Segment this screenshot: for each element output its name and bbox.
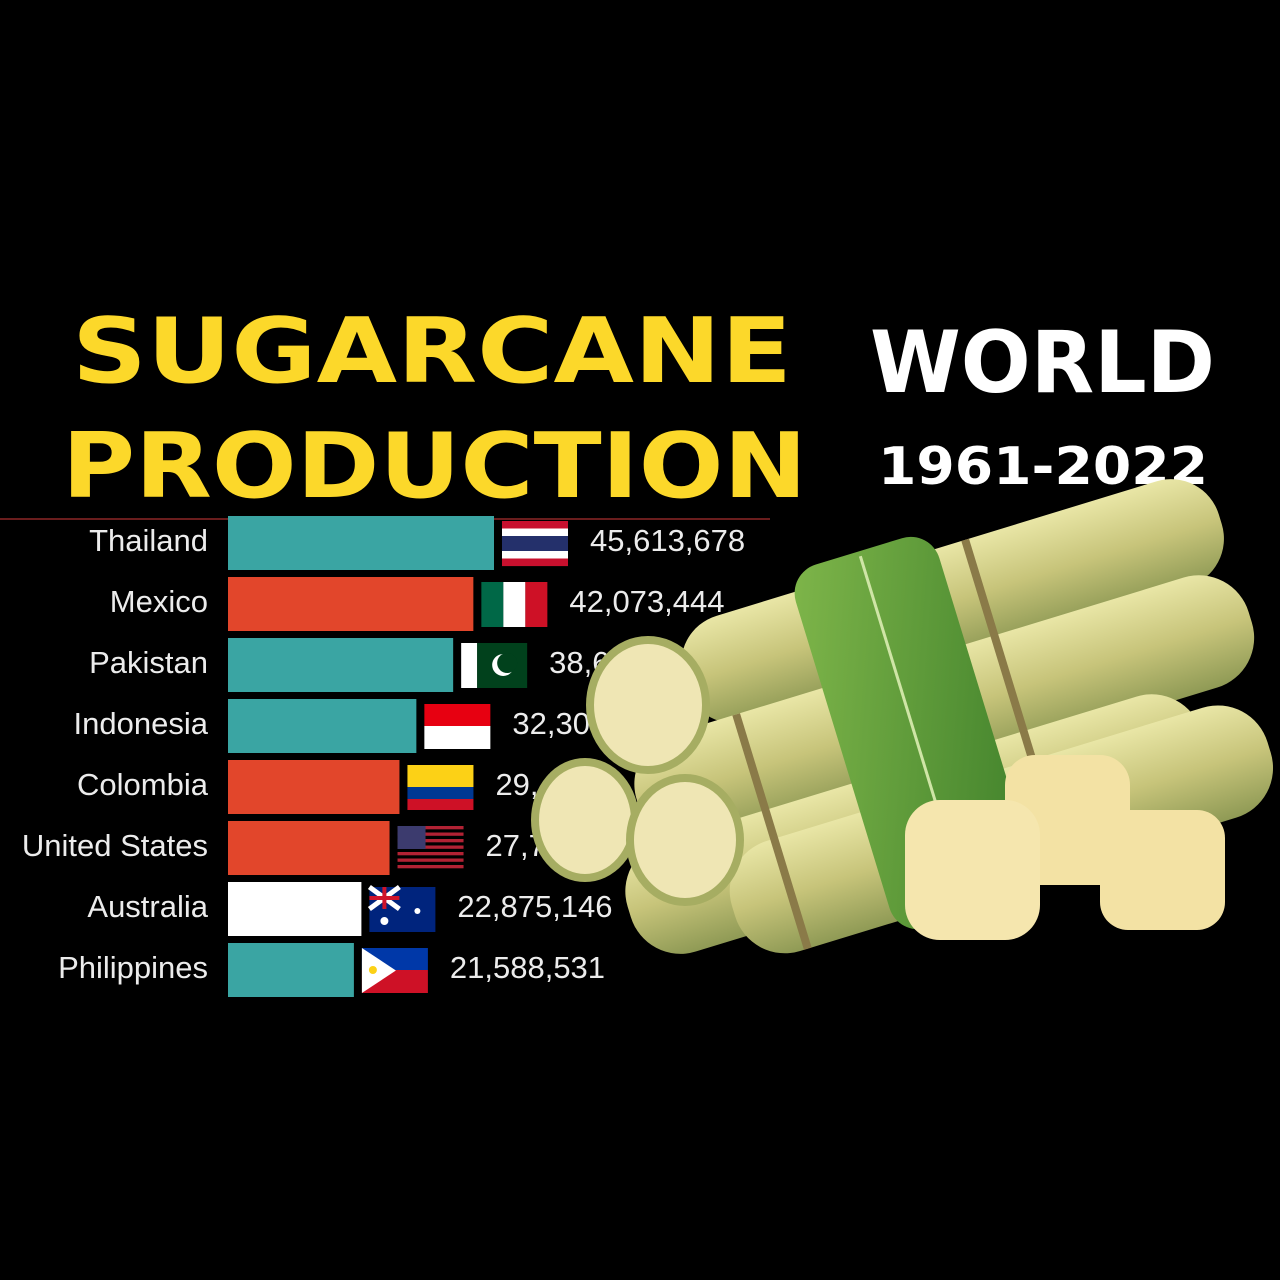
category-label: Pakistan	[89, 645, 208, 680]
category-label: Philippines	[58, 950, 208, 985]
bar	[228, 638, 454, 692]
value-label: 42,073,444	[569, 584, 724, 619]
flag-part	[397, 839, 464, 843]
flag-part	[397, 832, 464, 836]
flag	[397, 826, 464, 869]
flag-part	[502, 551, 568, 559]
flag	[461, 643, 528, 688]
bar	[228, 760, 400, 814]
flag-part	[502, 543, 568, 552]
cane-piece	[1100, 810, 1225, 930]
flag-part	[481, 582, 504, 627]
flag-part	[397, 826, 426, 849]
bar	[228, 577, 474, 631]
flag-part	[525, 582, 548, 627]
flag-part	[424, 704, 491, 726]
flag	[407, 765, 474, 810]
category-label: United States	[22, 828, 208, 863]
category-label: Thailand	[89, 523, 208, 558]
flag-part	[502, 558, 568, 567]
flag-part	[424, 726, 491, 749]
flag-part	[361, 948, 396, 993]
flag	[481, 582, 548, 627]
category-label: Mexico	[110, 584, 208, 619]
cane-end	[586, 636, 710, 774]
bars: Thailand 45,613,678 Mexico 42,073,444 Pakist…	[22, 516, 745, 997]
flag	[367, 884, 436, 932]
flag-part	[397, 826, 464, 830]
flag-part	[368, 966, 377, 974]
flag	[361, 948, 428, 993]
region: WORLD	[870, 313, 1215, 413]
sugarcane-image	[531, 479, 1274, 954]
category-label: Indonesia	[74, 706, 209, 741]
category-label: Australia	[87, 889, 208, 924]
bar	[228, 882, 362, 936]
flag-part	[503, 582, 526, 627]
flag-part	[380, 917, 389, 925]
flag	[502, 521, 568, 567]
flag-part	[497, 653, 518, 673]
cane-node	[732, 713, 812, 950]
bar	[228, 516, 494, 570]
flag-part	[461, 643, 478, 688]
flag-part	[407, 799, 474, 810]
flag	[424, 704, 491, 749]
flag-part	[397, 852, 464, 856]
value-label: 21,588,531	[450, 950, 605, 985]
category-label: Colombia	[77, 767, 209, 802]
flag-part	[414, 908, 421, 914]
flag-part	[407, 765, 474, 787]
title-line: SUGARCANE	[72, 299, 792, 404]
value-label: 32,30	[512, 706, 590, 741]
flag-part	[397, 865, 464, 869]
value-label: 22,875,146	[457, 889, 612, 924]
flag-part	[397, 845, 464, 849]
flag-part	[407, 787, 474, 799]
cane-end	[626, 774, 744, 906]
value-label: 45,613,678	[590, 523, 745, 558]
bar	[228, 821, 390, 875]
bar	[228, 699, 417, 753]
flag-part	[397, 858, 464, 862]
cane-end	[531, 758, 639, 882]
cane-piece	[905, 800, 1040, 940]
bar	[228, 943, 354, 997]
flag-part	[502, 521, 568, 529]
flag-part	[502, 528, 568, 537]
title-line: PRODUCTION	[62, 414, 807, 519]
flag-part	[502, 536, 568, 544]
